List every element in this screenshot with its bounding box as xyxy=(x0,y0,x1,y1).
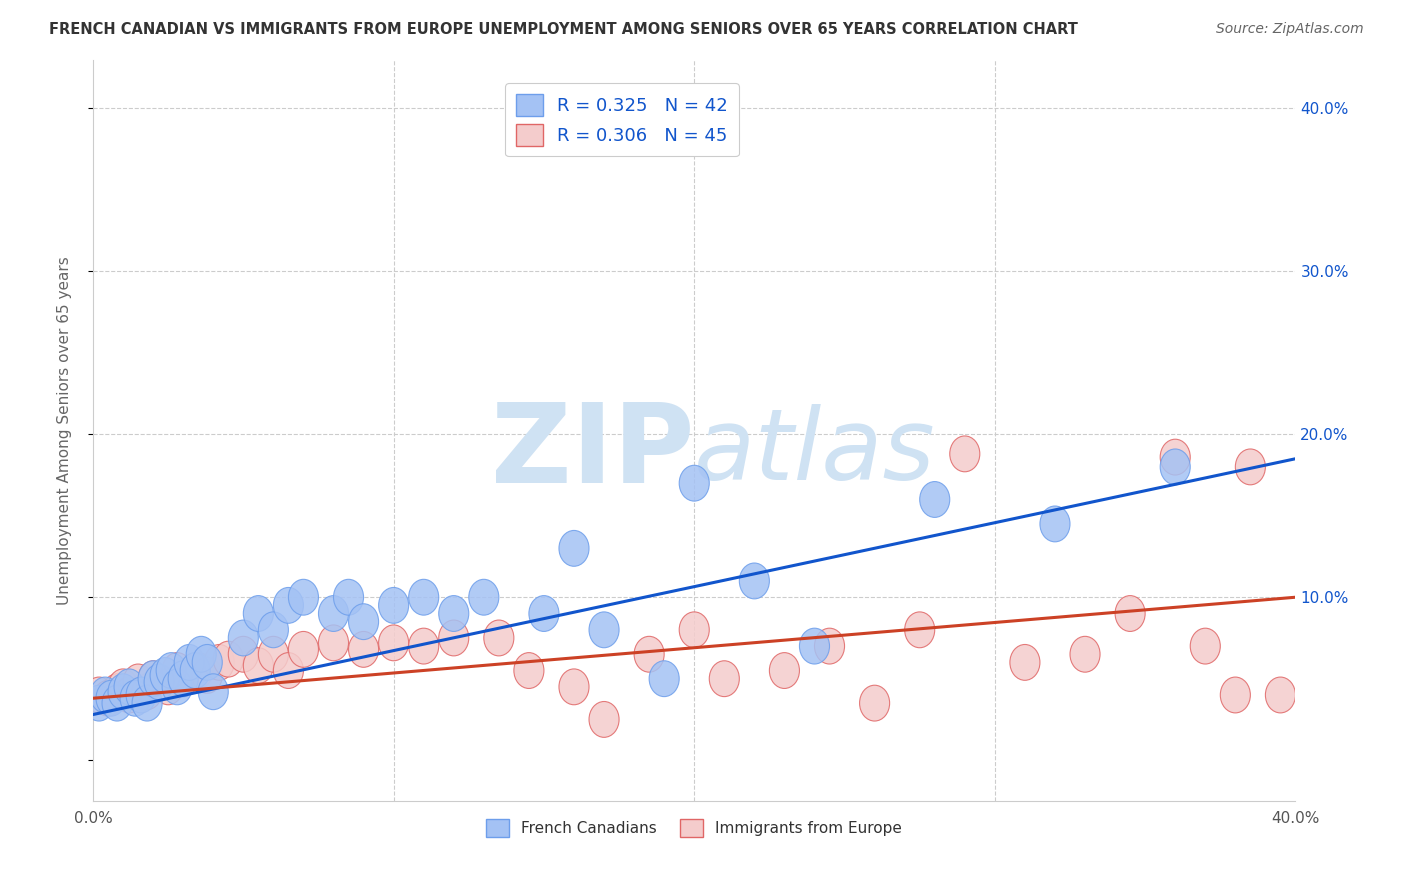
Ellipse shape xyxy=(560,531,589,566)
Ellipse shape xyxy=(439,620,468,656)
Ellipse shape xyxy=(186,636,217,673)
Ellipse shape xyxy=(529,596,560,632)
Y-axis label: Unemployment Among Seniors over 65 years: Unemployment Among Seniors over 65 years xyxy=(58,256,72,605)
Ellipse shape xyxy=(589,612,619,648)
Ellipse shape xyxy=(103,673,132,710)
Ellipse shape xyxy=(1040,506,1070,541)
Ellipse shape xyxy=(950,436,980,472)
Ellipse shape xyxy=(114,669,145,705)
Ellipse shape xyxy=(150,657,180,693)
Ellipse shape xyxy=(108,669,138,705)
Ellipse shape xyxy=(259,612,288,648)
Ellipse shape xyxy=(769,653,800,689)
Ellipse shape xyxy=(103,685,132,721)
Ellipse shape xyxy=(84,685,114,721)
Ellipse shape xyxy=(904,612,935,648)
Ellipse shape xyxy=(169,661,198,697)
Ellipse shape xyxy=(288,579,319,615)
Ellipse shape xyxy=(174,645,204,681)
Ellipse shape xyxy=(288,632,319,667)
Ellipse shape xyxy=(333,579,364,615)
Ellipse shape xyxy=(114,677,145,713)
Ellipse shape xyxy=(124,664,153,700)
Ellipse shape xyxy=(1236,449,1265,485)
Ellipse shape xyxy=(132,673,162,710)
Ellipse shape xyxy=(193,645,222,681)
Legend: French Canadians, Immigrants from Europe: French Canadians, Immigrants from Europe xyxy=(478,811,910,845)
Ellipse shape xyxy=(162,653,193,689)
Ellipse shape xyxy=(349,632,378,667)
Ellipse shape xyxy=(439,596,468,632)
Ellipse shape xyxy=(1070,636,1099,673)
Ellipse shape xyxy=(1265,677,1295,713)
Text: atlas: atlas xyxy=(695,404,936,501)
Ellipse shape xyxy=(169,661,198,697)
Ellipse shape xyxy=(120,681,150,716)
Ellipse shape xyxy=(84,677,114,713)
Ellipse shape xyxy=(709,661,740,697)
Ellipse shape xyxy=(145,664,174,700)
Ellipse shape xyxy=(153,669,183,705)
Ellipse shape xyxy=(193,657,222,693)
Ellipse shape xyxy=(228,620,259,656)
Text: FRENCH CANADIAN VS IMMIGRANTS FROM EUROPE UNEMPLOYMENT AMONG SENIORS OVER 65 YEA: FRENCH CANADIAN VS IMMIGRANTS FROM EUROP… xyxy=(49,22,1078,37)
Text: Source: ZipAtlas.com: Source: ZipAtlas.com xyxy=(1216,22,1364,37)
Ellipse shape xyxy=(740,563,769,599)
Ellipse shape xyxy=(132,685,162,721)
Ellipse shape xyxy=(679,612,709,648)
Ellipse shape xyxy=(180,653,211,689)
Ellipse shape xyxy=(468,579,499,615)
Ellipse shape xyxy=(349,604,378,640)
Ellipse shape xyxy=(198,673,228,710)
Ellipse shape xyxy=(1191,628,1220,664)
Ellipse shape xyxy=(650,661,679,697)
Ellipse shape xyxy=(513,653,544,689)
Ellipse shape xyxy=(800,628,830,664)
Ellipse shape xyxy=(228,636,259,673)
Ellipse shape xyxy=(156,653,186,689)
Ellipse shape xyxy=(814,628,845,664)
Ellipse shape xyxy=(108,673,138,710)
Ellipse shape xyxy=(560,669,589,705)
Ellipse shape xyxy=(162,669,193,705)
Ellipse shape xyxy=(183,653,214,689)
Ellipse shape xyxy=(273,653,304,689)
Ellipse shape xyxy=(138,661,169,697)
Ellipse shape xyxy=(243,648,273,683)
Ellipse shape xyxy=(634,636,664,673)
Ellipse shape xyxy=(378,588,409,624)
Ellipse shape xyxy=(920,482,950,517)
Ellipse shape xyxy=(259,636,288,673)
Ellipse shape xyxy=(96,681,127,716)
Ellipse shape xyxy=(589,701,619,738)
Ellipse shape xyxy=(859,685,890,721)
Text: ZIP: ZIP xyxy=(491,399,695,506)
Ellipse shape xyxy=(1160,439,1191,475)
Ellipse shape xyxy=(214,641,243,677)
Ellipse shape xyxy=(204,645,235,681)
Ellipse shape xyxy=(679,466,709,501)
Ellipse shape xyxy=(409,579,439,615)
Ellipse shape xyxy=(319,625,349,661)
Ellipse shape xyxy=(484,620,513,656)
Ellipse shape xyxy=(93,681,124,716)
Ellipse shape xyxy=(138,661,169,697)
Ellipse shape xyxy=(409,628,439,664)
Ellipse shape xyxy=(243,596,273,632)
Ellipse shape xyxy=(1220,677,1250,713)
Ellipse shape xyxy=(378,625,409,661)
Ellipse shape xyxy=(319,596,349,632)
Ellipse shape xyxy=(1010,645,1040,681)
Ellipse shape xyxy=(273,588,304,624)
Ellipse shape xyxy=(90,677,120,713)
Ellipse shape xyxy=(1115,596,1144,632)
Ellipse shape xyxy=(1160,449,1191,485)
Ellipse shape xyxy=(127,677,156,713)
